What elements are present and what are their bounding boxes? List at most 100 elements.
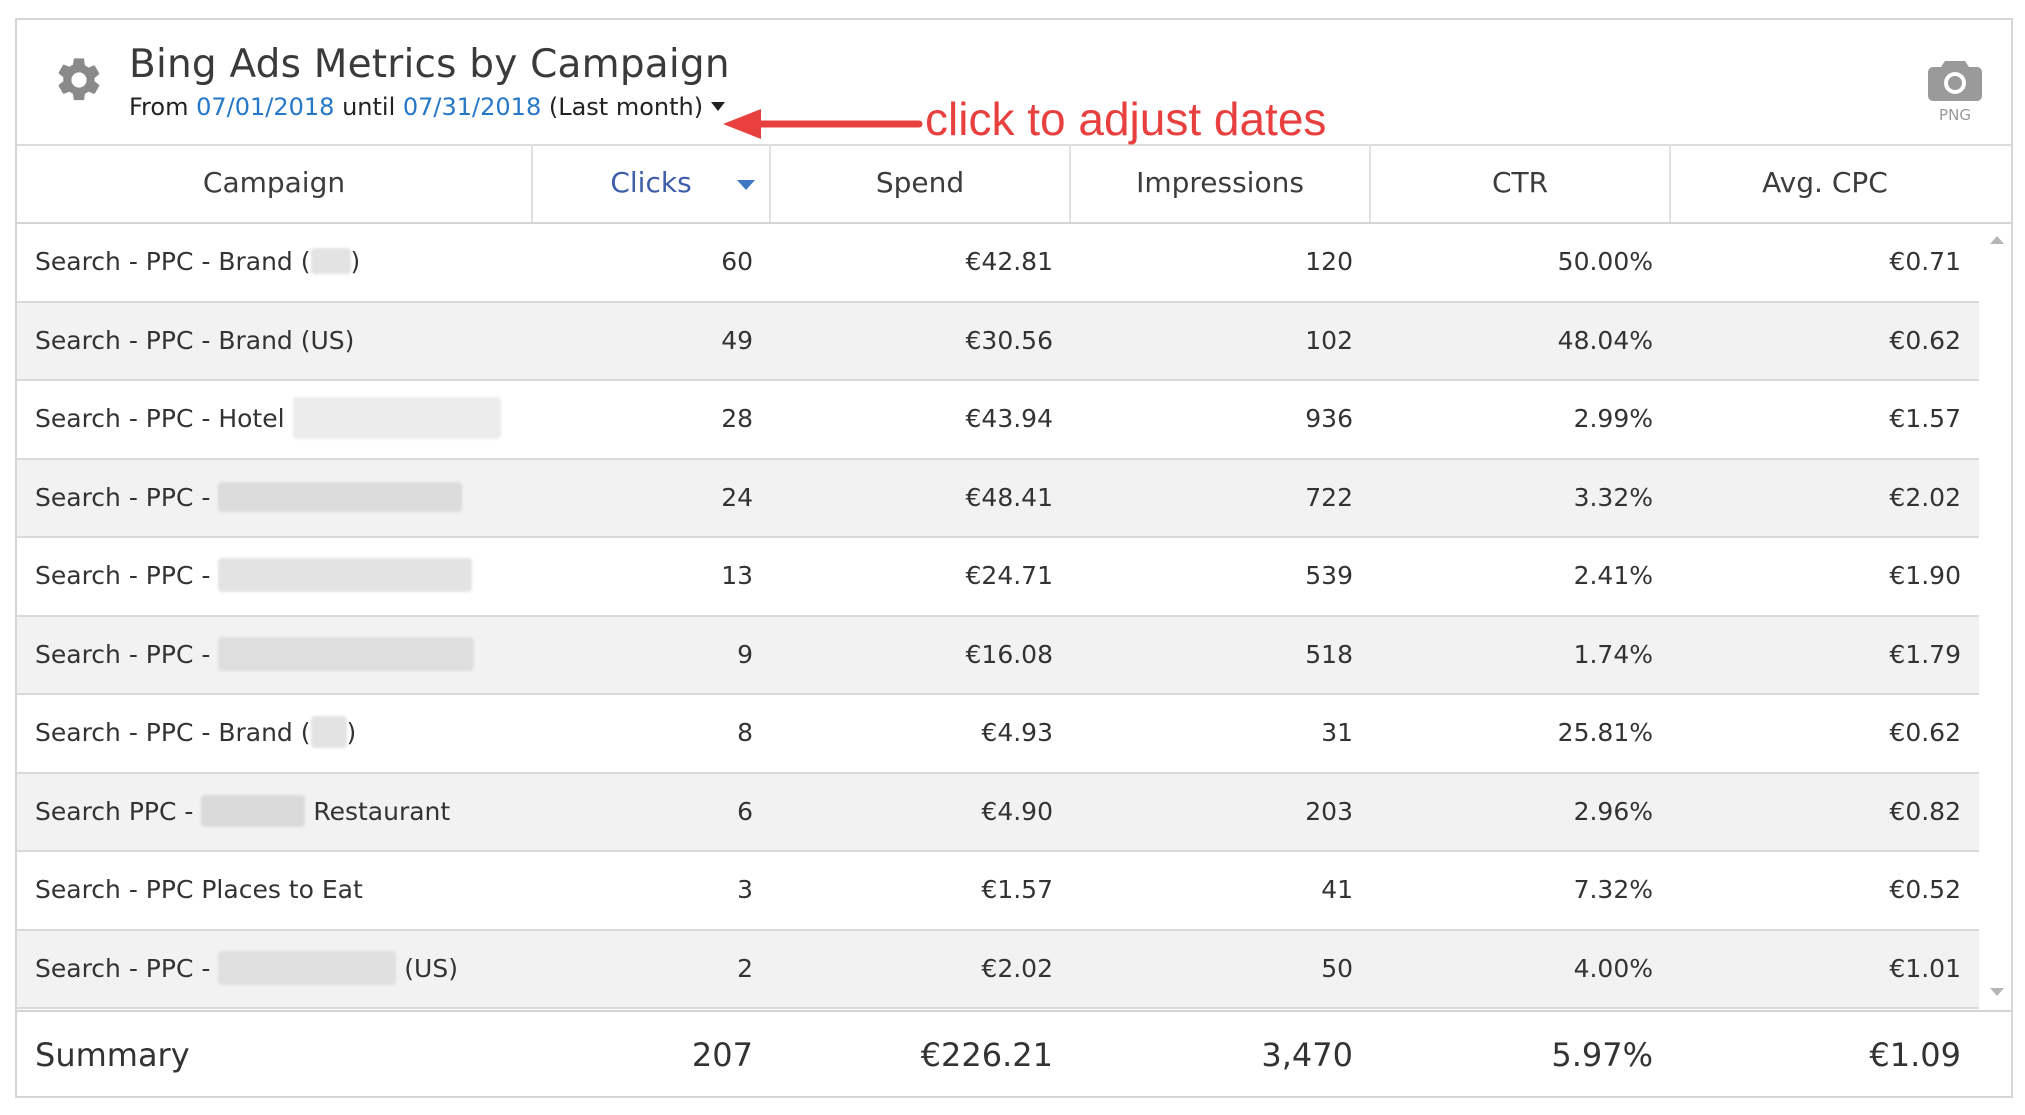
vertical-scrollbar[interactable]	[1981, 224, 2013, 1010]
ctr-cell: 4.00%	[1573, 953, 1653, 983]
table-row[interactable]: Search - PPC - Brand () 8 €4.93 31 25.81…	[17, 695, 1979, 774]
campaign-cell: Search - PPC - (US)	[17, 931, 533, 1008]
redacted-text	[310, 716, 347, 748]
clicks-cell: 3	[737, 875, 753, 904]
col-campaign[interactable]: Campaign	[17, 144, 533, 222]
png-export-label[interactable]: PNG	[1939, 106, 1971, 124]
col-clicks[interactable]: Clicks	[533, 144, 771, 222]
campaign-cell: Search - PPC Places to Eat	[35, 875, 363, 904]
table-row[interactable]: Search - PPC - 9 €16.08 518 1.74% €1.79	[17, 616, 1979, 695]
table-row[interactable]: Search - PPC - Brand () 60 €42.81 120 50…	[17, 224, 1979, 303]
ctr-cell: 2.99%	[1573, 404, 1653, 433]
col-spend[interactable]: Spend	[771, 144, 1071, 222]
cpc-cell: €0.52	[1889, 875, 1961, 904]
sort-desc-icon[interactable]	[737, 180, 755, 190]
redacted-text	[218, 636, 475, 671]
impressions-cell: 120	[1305, 247, 1353, 276]
preset-label[interactable]: (Last month)	[548, 93, 704, 121]
spend-cell: €4.93	[981, 718, 1053, 747]
campaign-cell: Search - PPC -	[17, 538, 533, 615]
col-impressions[interactable]: Impressions	[1071, 144, 1371, 222]
ctr-cell: 50.00%	[1557, 247, 1653, 276]
ctr-cell: 2.41%	[1573, 561, 1653, 590]
summary-cpc: €1.09	[1869, 1036, 1961, 1074]
clicks-cell: 60	[721, 247, 753, 276]
redacted-text	[218, 950, 397, 985]
clicks-cell: 6	[737, 796, 753, 826]
redacted-text	[292, 397, 501, 439]
ctr-cell: 1.74%	[1573, 639, 1653, 669]
summary-clicks: 207	[691, 1036, 753, 1074]
annotation-text: click to adjust dates	[925, 93, 1327, 145]
until-label: until	[342, 93, 396, 121]
cpc-cell: €1.79	[1889, 639, 1961, 669]
table-row[interactable]: Search - PPC - (US) 2 €2.02 50 4.00% €1.…	[17, 930, 1979, 1009]
campaign-cell: Search - PPC - Brand ()	[35, 716, 357, 748]
cpc-cell: €2.02	[1889, 482, 1961, 512]
annotation-arrow	[723, 109, 923, 139]
scroll-up-icon[interactable]	[1990, 236, 2004, 244]
redacted-text	[218, 558, 473, 592]
table-row[interactable]: Search - PPC Places to Eat 3 €1.57 41 7.…	[17, 852, 1979, 931]
cpc-cell: €0.62	[1889, 718, 1961, 747]
gear-icon[interactable]	[53, 54, 105, 106]
impressions-cell: 31	[1321, 718, 1353, 747]
impressions-cell: 41	[1321, 875, 1353, 904]
campaign-cell: Search PPC - Restaurant	[35, 794, 451, 827]
clicks-cell: 13	[721, 561, 753, 590]
table-row[interactable]: Search - PPC - Brand (US) 49 €30.56 102 …	[17, 302, 1979, 381]
cpc-cell: €0.82	[1889, 796, 1961, 826]
cpc-cell: €1.57	[1889, 404, 1961, 433]
caret-down-icon[interactable]	[711, 101, 726, 111]
end-date-link[interactable]: 07/31/2018	[402, 93, 542, 121]
table-row[interactable]: Search - PPC - 24 €48.41 722 3.32% €2.02	[17, 459, 1979, 538]
table-row[interactable]: Search - PPC - 13 €24.71 539 2.41% €1.90	[17, 538, 1979, 617]
clicks-cell: 28	[721, 404, 753, 433]
metrics-widget: Bing Ads Metrics by Campaign From 07/01/…	[15, 18, 2013, 1098]
ctr-cell: 3.32%	[1573, 482, 1653, 512]
scroll-down-icon[interactable]	[1990, 988, 2004, 996]
summary-spend: €226.21	[920, 1036, 1053, 1074]
summary-impressions: 3,470	[1261, 1036, 1353, 1074]
impressions-cell: 102	[1305, 325, 1353, 355]
col-ctr[interactable]: CTR	[1371, 144, 1671, 222]
cpc-cell: €0.62	[1889, 325, 1961, 355]
campaign-cell: Search - PPC -	[17, 460, 533, 537]
campaign-cell: Search - PPC - Brand (US)	[35, 325, 355, 355]
date-range[interactable]: From 07/01/2018 until 07/31/2018 (Last m…	[129, 93, 726, 121]
clicks-cell: 8	[737, 718, 753, 747]
ctr-cell: 25.81%	[1557, 718, 1653, 747]
ctr-cell: 48.04%	[1557, 325, 1653, 355]
impressions-cell: 518	[1305, 639, 1353, 669]
impressions-cell: 203	[1305, 796, 1353, 826]
spend-cell: €43.94	[965, 404, 1053, 433]
spend-cell: €2.02	[981, 953, 1053, 983]
campaign-cell: Search - PPC - Brand ()	[35, 247, 361, 276]
widget-header: Bing Ads Metrics by Campaign From 07/01/…	[17, 20, 2011, 146]
impressions-cell: 539	[1305, 561, 1353, 590]
ctr-cell: 7.32%	[1573, 875, 1653, 904]
clicks-cell: 49	[721, 325, 753, 355]
cpc-cell: €0.71	[1889, 247, 1961, 276]
from-label: From	[129, 93, 189, 121]
spend-cell: €16.08	[965, 639, 1053, 669]
table-header: Campaign Clicks Spend Impressions CTR Av…	[17, 144, 2011, 224]
clicks-cell: 2	[737, 953, 753, 983]
summary-label: Summary	[35, 1036, 190, 1074]
clicks-cell: 24	[721, 482, 753, 512]
spend-cell: €48.41	[965, 482, 1053, 512]
camera-icon[interactable]	[1927, 58, 1983, 102]
redacted-text	[201, 794, 306, 827]
start-date-link[interactable]: 07/01/2018	[196, 93, 335, 121]
clicks-cell: 9	[737, 639, 753, 669]
ctr-cell: 2.96%	[1573, 796, 1653, 826]
redacted-text	[218, 481, 463, 512]
cpc-cell: €1.01	[1889, 953, 1961, 983]
summary-row: Summary 207 €226.21 3,470 5.97% €1.09	[17, 1010, 2011, 1098]
impressions-cell: 722	[1305, 482, 1353, 512]
summary-ctr: 5.97%	[1551, 1036, 1653, 1074]
col-avg-cpc[interactable]: Avg. CPC	[1762, 166, 1888, 199]
table-row[interactable]: Search - PPC - Hotel 28 €43.94 936 2.99%…	[17, 381, 1979, 460]
campaign-cell: Search - PPC - Hotel	[17, 381, 533, 458]
table-row[interactable]: Search PPC - Restaurant 6 €4.90 203 2.96…	[17, 773, 1979, 852]
